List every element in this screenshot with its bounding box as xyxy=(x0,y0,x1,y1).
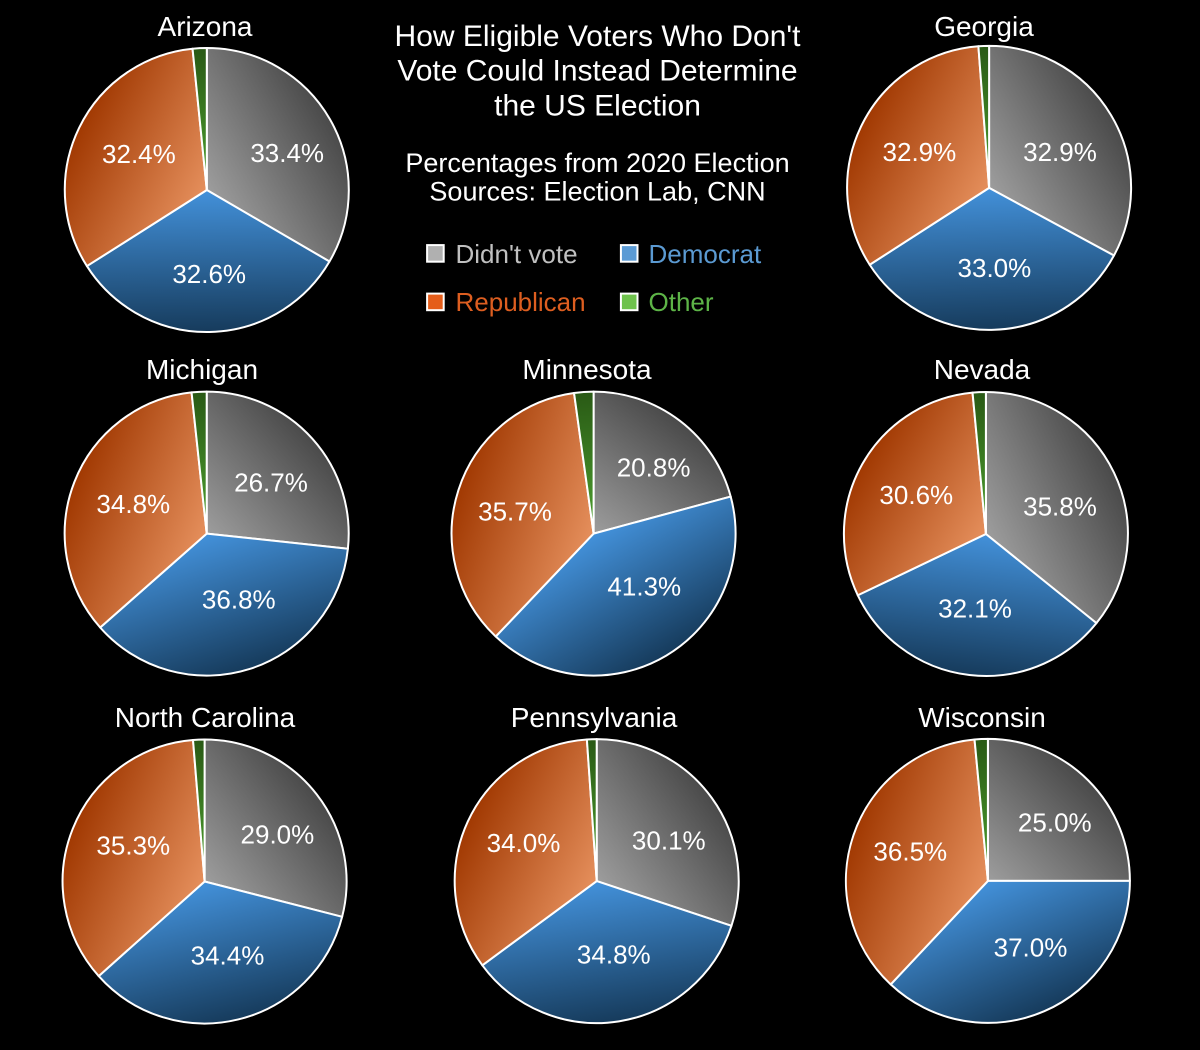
svg-text:35.8%: 35.8% xyxy=(1023,491,1097,521)
svg-text:How Eligible Voters Who Don't: How Eligible Voters Who Don't xyxy=(395,20,802,53)
svg-text:34.4%: 34.4% xyxy=(191,940,265,970)
svg-text:North Carolina: North Carolina xyxy=(115,702,296,733)
svg-text:25.0%: 25.0% xyxy=(1018,807,1092,837)
svg-text:32.6%: 32.6% xyxy=(172,259,246,289)
svg-text:32.9%: 32.9% xyxy=(1023,137,1097,167)
svg-text:Wisconsin: Wisconsin xyxy=(918,702,1046,733)
svg-text:Nevada: Nevada xyxy=(934,354,1031,385)
svg-text:Republican: Republican xyxy=(456,287,586,317)
svg-text:Minnesota: Minnesota xyxy=(522,354,652,385)
svg-text:Vote Could Instead Determine: Vote Could Instead Determine xyxy=(397,55,797,88)
svg-text:34.8%: 34.8% xyxy=(96,489,170,519)
svg-text:Georgia: Georgia xyxy=(934,11,1034,42)
svg-text:34.8%: 34.8% xyxy=(577,939,651,969)
svg-text:Pennsylvania: Pennsylvania xyxy=(511,702,678,733)
svg-text:34.0%: 34.0% xyxy=(487,828,561,858)
svg-text:36.8%: 36.8% xyxy=(202,584,276,614)
svg-text:35.3%: 35.3% xyxy=(96,830,170,860)
svg-text:Percentages from 2020 Election: Percentages from 2020 Election xyxy=(405,148,789,178)
svg-text:Sources: Election Lab, CNN: Sources: Election Lab, CNN xyxy=(429,177,765,207)
svg-text:26.7%: 26.7% xyxy=(234,467,308,497)
svg-text:Democrat: Democrat xyxy=(649,239,762,269)
svg-text:33.4%: 33.4% xyxy=(250,138,324,168)
svg-text:36.5%: 36.5% xyxy=(873,836,947,866)
svg-text:32.9%: 32.9% xyxy=(883,137,957,167)
svg-text:30.6%: 30.6% xyxy=(879,480,953,510)
svg-text:37.0%: 37.0% xyxy=(994,932,1068,962)
svg-text:Arizona: Arizona xyxy=(158,11,253,42)
svg-text:Other: Other xyxy=(649,287,714,317)
svg-text:35.7%: 35.7% xyxy=(478,497,552,527)
svg-text:30.1%: 30.1% xyxy=(632,825,706,855)
svg-text:32.1%: 32.1% xyxy=(938,593,1012,623)
svg-text:20.8%: 20.8% xyxy=(617,453,691,483)
svg-text:32.4%: 32.4% xyxy=(102,139,176,169)
svg-text:41.3%: 41.3% xyxy=(607,571,681,601)
svg-text:the US Election: the US Election xyxy=(494,89,701,122)
svg-text:Didn't vote: Didn't vote xyxy=(456,239,578,269)
svg-text:29.0%: 29.0% xyxy=(241,820,315,850)
svg-text:33.0%: 33.0% xyxy=(958,253,1032,283)
svg-text:Michigan: Michigan xyxy=(146,354,258,385)
